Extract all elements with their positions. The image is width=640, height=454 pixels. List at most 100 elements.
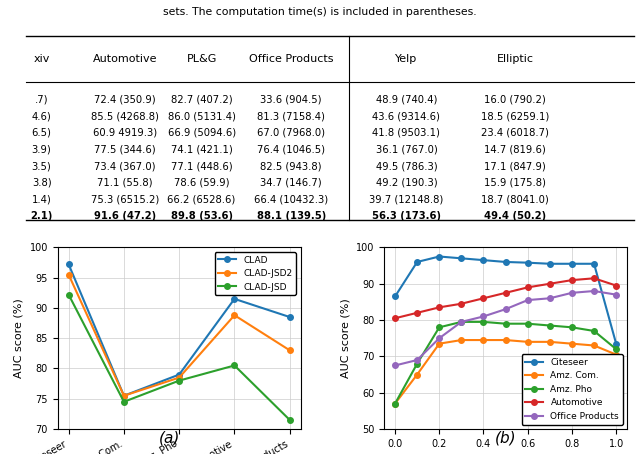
Text: 71.1 (55.8): 71.1 (55.8) [97, 178, 152, 188]
Legend: Citeseer, Amz. Com., Amz. Pho, Automotive, Office Products: Citeseer, Amz. Com., Amz. Pho, Automotiv… [522, 354, 623, 424]
Text: 39.7 (12148.8): 39.7 (12148.8) [369, 194, 444, 204]
Text: 3.9): 3.9) [32, 144, 51, 154]
Text: 82.7 (407.2): 82.7 (407.2) [171, 95, 232, 105]
Text: Elliptic: Elliptic [497, 54, 534, 64]
Line: Amz. Com.: Amz. Com. [392, 337, 619, 406]
Text: 6.5): 6.5) [31, 128, 52, 138]
Text: 18.5 (6259.1): 18.5 (6259.1) [481, 111, 549, 121]
Amz. Pho [590, 328, 598, 334]
Office Products [458, 319, 465, 325]
Text: 36.1 (767.0): 36.1 (767.0) [376, 144, 437, 154]
Amz. Com. [502, 337, 509, 343]
CLAD-JSD [286, 417, 294, 423]
Amz. Com. [413, 372, 421, 377]
Legend: CLAD, CLAD-JSD2, CLAD-JSD: CLAD, CLAD-JSD2, CLAD-JSD [214, 252, 296, 295]
Office Products [502, 306, 509, 312]
CLAD-JSD2 [65, 272, 72, 277]
Citeseer [568, 261, 576, 266]
Text: 66.4 (10432.3): 66.4 (10432.3) [254, 194, 328, 204]
Amz. Pho [391, 401, 399, 406]
Text: 2.1): 2.1) [31, 211, 52, 221]
Text: 74.1 (421.1): 74.1 (421.1) [171, 144, 232, 154]
Amz. Pho [568, 325, 576, 330]
Text: 49.2 (190.3): 49.2 (190.3) [376, 178, 437, 188]
Text: 3.5): 3.5) [32, 161, 51, 171]
Text: 18.7 (8041.0): 18.7 (8041.0) [481, 194, 549, 204]
Amz. Pho [458, 319, 465, 325]
CLAD-JSD [65, 292, 72, 297]
Amz. Pho [435, 325, 443, 330]
Automotive [612, 283, 620, 288]
Amz. Pho [612, 346, 620, 352]
Text: (a): (a) [159, 431, 180, 446]
Text: 15.9 (175.8): 15.9 (175.8) [484, 178, 546, 188]
Text: 16.0 (790.2): 16.0 (790.2) [484, 95, 546, 105]
Text: 72.4 (350.9): 72.4 (350.9) [94, 95, 156, 105]
Office Products [590, 288, 598, 294]
Office Products [546, 296, 554, 301]
Office Products [391, 363, 399, 368]
Automotive [391, 316, 399, 321]
CLAD [230, 296, 238, 301]
Amz. Pho [479, 319, 487, 325]
Y-axis label: AUC score (%): AUC score (%) [340, 298, 350, 378]
Automotive [546, 281, 554, 286]
Text: 41.8 (9503.1): 41.8 (9503.1) [372, 128, 440, 138]
Line: Office Products: Office Products [392, 288, 619, 368]
Automotive [458, 301, 465, 306]
Amz. Com. [568, 341, 576, 346]
Text: 14.7 (819.6): 14.7 (819.6) [484, 144, 546, 154]
Text: sets. The computation time(s) is included in parentheses.: sets. The computation time(s) is include… [163, 7, 477, 17]
Text: 43.6 (9314.6): 43.6 (9314.6) [372, 111, 440, 121]
Automotive [479, 296, 487, 301]
Text: 86.0 (5131.4): 86.0 (5131.4) [168, 111, 236, 121]
Amz. Com. [391, 401, 399, 406]
Text: 85.5 (4268.8): 85.5 (4268.8) [91, 111, 159, 121]
Text: 66.2 (6528.6): 66.2 (6528.6) [168, 194, 236, 204]
Text: 82.5 (943.8): 82.5 (943.8) [260, 161, 322, 171]
Office Products [413, 357, 421, 363]
Citeseer [546, 261, 554, 266]
Line: CLAD-JSD: CLAD-JSD [66, 292, 292, 423]
Office Products [435, 336, 443, 341]
Text: xiv: xiv [33, 54, 50, 64]
Y-axis label: AUC score (%): AUC score (%) [14, 298, 24, 378]
Office Products [568, 290, 576, 296]
Text: 78.6 (59.9): 78.6 (59.9) [174, 178, 229, 188]
Text: (b): (b) [495, 431, 516, 446]
Office Products [479, 314, 487, 319]
Text: Automotive: Automotive [93, 54, 157, 64]
CLAD [175, 372, 183, 377]
Amz. Com. [435, 341, 443, 346]
Amz. Com. [590, 343, 598, 348]
CLAD-JSD [230, 363, 238, 368]
Office Products [612, 292, 620, 297]
Text: 66.9 (5094.6): 66.9 (5094.6) [168, 128, 236, 138]
Text: 91.6 (47.2): 91.6 (47.2) [93, 211, 156, 221]
CLAD [286, 314, 294, 320]
Automotive [568, 277, 576, 283]
Automotive [435, 305, 443, 310]
CLAD-JSD2 [120, 393, 128, 399]
Text: 75.3 (6515.2): 75.3 (6515.2) [91, 194, 159, 204]
Text: 49.4 (50.2): 49.4 (50.2) [484, 211, 547, 221]
Text: 4.6): 4.6) [32, 111, 51, 121]
Line: Automotive: Automotive [392, 276, 619, 321]
Text: 88.1 (139.5): 88.1 (139.5) [257, 211, 326, 221]
Line: CLAD-JSD2: CLAD-JSD2 [66, 272, 292, 399]
Text: 48.9 (740.4): 48.9 (740.4) [376, 95, 437, 105]
Text: 49.5 (786.3): 49.5 (786.3) [376, 161, 437, 171]
Text: 76.4 (1046.5): 76.4 (1046.5) [257, 144, 325, 154]
CLAD-JSD [120, 399, 128, 405]
Amz. Com. [479, 337, 487, 343]
Text: 77.5 (344.6): 77.5 (344.6) [94, 144, 156, 154]
Line: CLAD: CLAD [66, 262, 292, 399]
Citeseer [458, 256, 465, 261]
Text: 73.4 (367.0): 73.4 (367.0) [94, 161, 156, 171]
CLAD-JSD2 [230, 312, 238, 318]
Text: 1.4): 1.4) [32, 194, 51, 204]
Text: 17.1 (847.9): 17.1 (847.9) [484, 161, 546, 171]
Citeseer [590, 261, 598, 266]
Amz. Pho [502, 321, 509, 326]
Text: 67.0 (7968.0): 67.0 (7968.0) [257, 128, 325, 138]
